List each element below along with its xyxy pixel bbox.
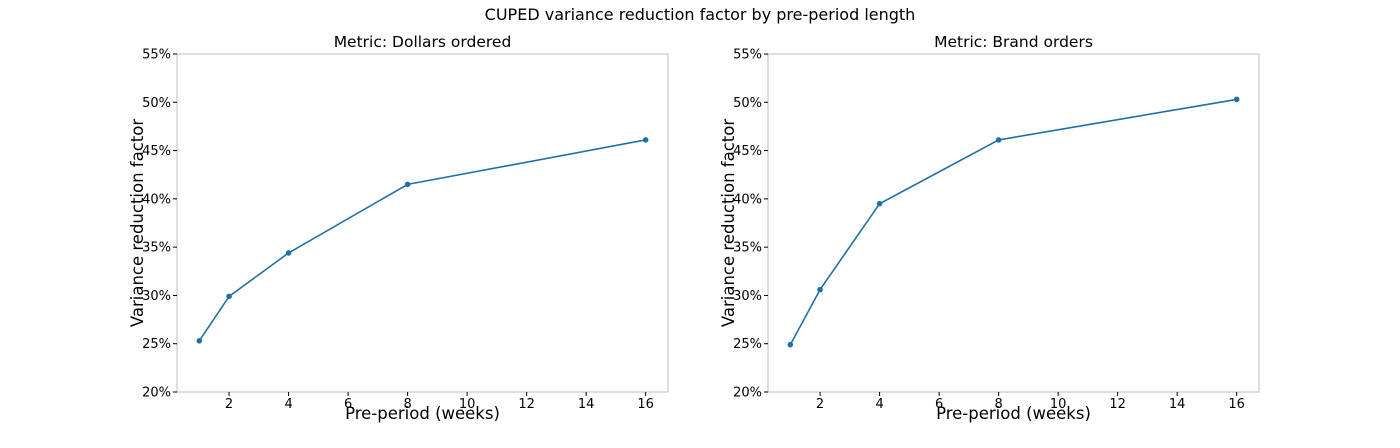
subplot-1: Metric: Dollars ordered20%25%30%35%40%45… (128, 33, 669, 423)
subplot-2: Metric: Brand orders 20% 25% 30% 35% 40% 45% 50… (719, 33, 1260, 423)
y-tick-label: 55% (142, 48, 171, 63)
subplot-title: Metric: Dollars ordered (334, 33, 512, 51)
x-tick-label: 2 (816, 397, 824, 412)
series-line (198, 139, 646, 342)
y-tick-label: 20% (733, 386, 762, 401)
data-point (226, 293, 232, 300)
x-tick-label: 6 (935, 397, 943, 412)
data-point (876, 200, 883, 207)
x-tick-label: 10 (1050, 397, 1067, 412)
y-axis-label: Variance reduction factor (719, 119, 738, 328)
data-point (995, 137, 1002, 143)
x-tick-label: 12 (1109, 397, 1126, 412)
y-tick-label: 40% (733, 192, 762, 207)
data-point (787, 341, 794, 348)
x-axis-label: Pre-period (weeks) (345, 404, 500, 423)
data-point (642, 137, 649, 143)
y-tick-label: 25% (733, 337, 762, 352)
x-tick-label: 8 (994, 397, 1002, 412)
x-tick-label: 6 (344, 397, 352, 412)
x-tick-label: 12 (518, 397, 535, 412)
y-tick-label: 35% (142, 241, 171, 256)
data-point (196, 338, 203, 344)
series-line (789, 98, 1237, 346)
x-tick-label: 4 (284, 397, 292, 412)
x-tick-label: 14 (578, 397, 595, 412)
y-axis-label: Variance reduction factor (128, 119, 147, 328)
x-tick-label: 14 (1169, 397, 1186, 412)
y-tick-label: 45% (733, 144, 762, 159)
x-tick-label: 4 (875, 397, 883, 412)
axes-frame (176, 53, 669, 393)
x-tick-label: 16 (1228, 397, 1245, 412)
y-tick-label: 55% (733, 48, 762, 63)
x-tick-label: 8 (403, 397, 411, 412)
y-tick-label: 35% (733, 241, 762, 256)
y-tick-label: 25% (142, 337, 171, 352)
x-tick-label: 16 (637, 397, 654, 412)
x-tick-label: 2 (225, 397, 233, 412)
axes-frame (767, 53, 1260, 393)
y-tick-label: 30% (733, 289, 762, 304)
y-tick-label: 40% (142, 192, 171, 207)
x-tick-label: 10 (459, 397, 476, 412)
y-tick-label: 50% (142, 96, 171, 111)
figure-title: CUPED variance reduction factor by pre-p… (484, 5, 916, 24)
y-tick-label: 20% (142, 386, 171, 401)
data-point (817, 286, 823, 293)
data-point (1233, 96, 1240, 103)
y-tick-label: 30% (142, 289, 171, 304)
data-point (404, 181, 411, 188)
x-axis-label: Pre-period (weeks) (936, 404, 1091, 423)
y-tick-label: 45% (142, 144, 171, 159)
subplot-title: Metric: Brand orders (934, 33, 1093, 51)
data-point (285, 250, 292, 256)
y-tick-label: 50% (733, 96, 762, 111)
